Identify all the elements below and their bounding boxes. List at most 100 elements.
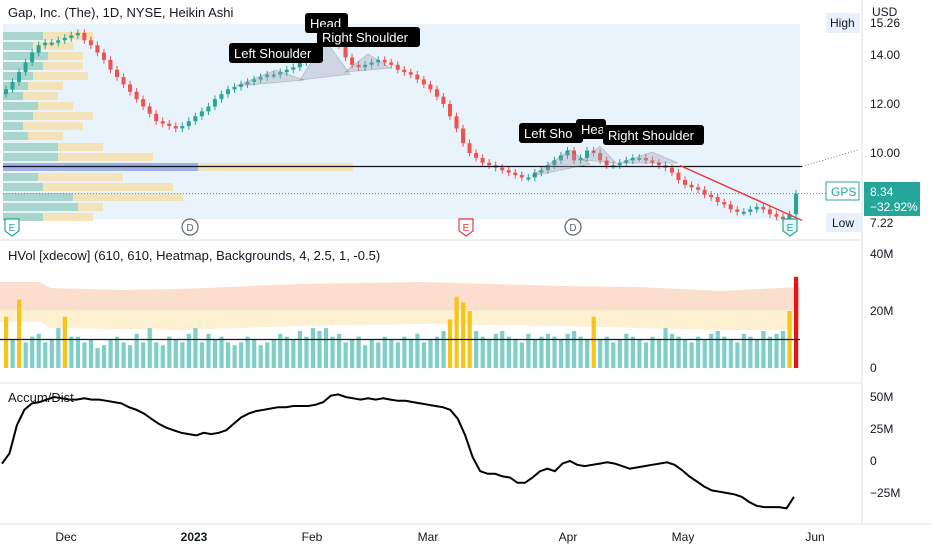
volume-bar [689,342,694,368]
pattern-label: Right Shoulder [603,125,704,145]
high-tag-label: High [830,16,855,30]
candle-body [343,45,348,58]
low-tag-value: 7.22 [870,216,894,230]
volume-bar [232,345,237,368]
candle-body [408,72,413,75]
price-candle [474,149,479,162]
price-candle [121,73,126,89]
earnings-marker[interactable]: E [782,218,798,237]
price-candle [219,90,224,103]
price-candle [232,83,237,93]
volume-bar [36,333,41,368]
price-candle [265,70,270,81]
volume-bar [663,328,668,368]
pattern-shape [235,69,305,87]
volume-bar [558,339,564,368]
price-candle [245,78,250,89]
volume-bar [114,336,120,368]
pattern-shape [619,151,679,164]
price-candle [545,161,550,174]
price-candle [56,36,61,47]
dividend-marker[interactable]: D [181,218,199,236]
price-candle [526,173,531,182]
price-candle [767,205,772,218]
volume-bar [323,328,329,368]
volume-bar [154,342,159,368]
volume-bar [669,333,675,368]
volume-bar [134,333,139,368]
price-candle [421,75,426,89]
candle-body [62,37,67,41]
candle-body [173,126,178,129]
volume-bar [95,348,100,368]
volume-profile-row [3,203,103,211]
candle-body [715,197,720,202]
price-candle [75,29,80,40]
time-axis-tick: Mar [418,530,439,544]
price-candle [62,34,67,44]
dividend-marker[interactable]: D [564,218,582,236]
volume-bar [500,330,505,368]
candle-body [624,160,629,163]
candle-body [193,116,198,122]
volume-bar [376,342,381,368]
volume-bar [225,342,231,368]
volume-bar [539,336,544,368]
volume-bar [147,328,152,368]
candle-body [722,202,727,205]
candle-body [395,64,400,70]
candle-body [36,45,41,53]
volume-profile-row [3,62,83,70]
volume-bar [167,336,172,368]
candle-body [500,167,505,171]
volume-bar [121,342,126,368]
volume-bar [108,339,113,368]
volume-bar [624,333,629,368]
volume-bar [62,316,67,368]
volume-bar [17,299,22,368]
volume-bar [160,345,165,368]
candle-body [356,64,361,68]
pattern-label: Right Shoulder [317,27,420,47]
accum-dist-axis-tick: 25M [870,422,893,436]
volume-profile-row [3,193,183,201]
candle-body [696,187,701,190]
earnings-marker[interactable]: E [4,218,20,237]
candle-body [88,40,93,46]
price-candle [428,80,433,93]
price-candle [454,112,459,133]
price-candle [101,48,106,64]
event-marker-text: E [787,223,794,234]
candle-body [206,106,211,112]
price-candle [741,208,746,216]
price-candle [160,117,165,128]
candle-body [415,74,420,80]
volume-bar [552,336,557,368]
last-price-tag-background [864,182,920,216]
candle-body [49,42,54,45]
volume-bar [532,339,538,368]
candle-body [591,150,596,153]
price-candle [774,210,779,221]
earnings-marker[interactable]: E [458,218,474,237]
price-candle [506,166,511,177]
price-candle [206,102,211,116]
pattern-label-text: Hea [581,122,606,137]
price-candle [683,176,688,189]
price-candle [722,198,727,209]
volume-indicator-title: HVol [xdecow] (610, 610, Heatmap, Backgr… [8,248,381,263]
volume-bar [715,330,720,368]
candle-body [709,194,714,198]
candle-body [683,179,688,185]
volume-bar [434,336,440,368]
volume-bar [572,330,577,368]
candle-body [199,111,204,117]
price-candle [617,159,622,169]
volume-axis-tick: 0 [870,361,877,375]
price-candle [376,56,381,67]
last-price-tag[interactable]: GPS 8.34 −32.92% [825,181,920,216]
volume-axis-tick: 20M [870,304,893,318]
price-candle [643,154,648,165]
